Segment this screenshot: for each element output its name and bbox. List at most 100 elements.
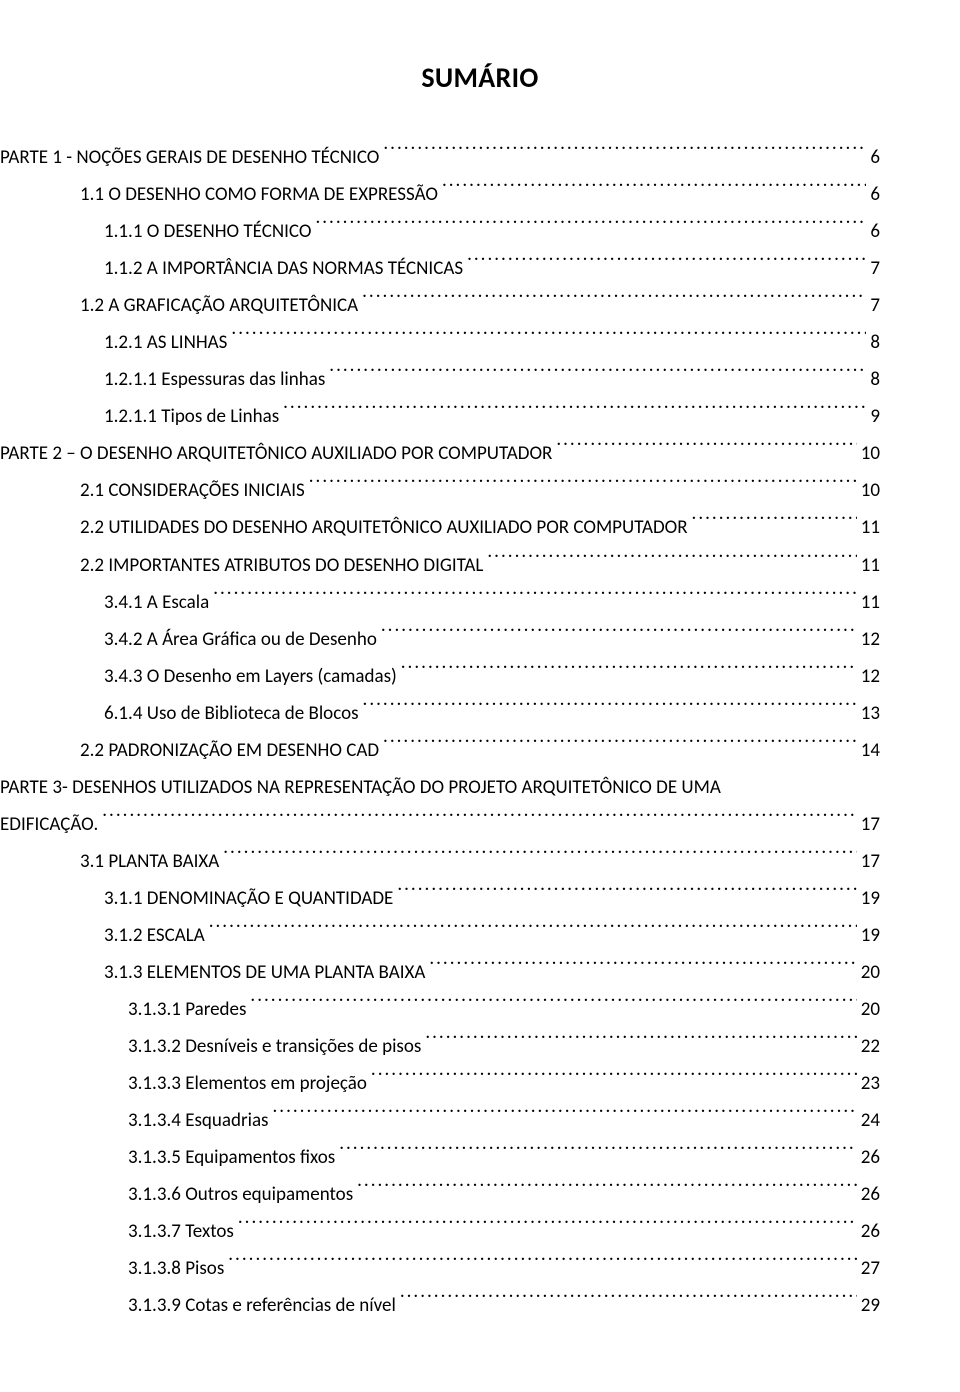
toc-entry-page: 12	[861, 621, 880, 658]
toc-leader-dots	[397, 881, 856, 904]
toc-entry-page: 17	[861, 843, 880, 880]
toc-entry: 3.1.3.9 Cotas e referências de nível 29	[128, 1287, 880, 1324]
toc-entry-page: 10	[861, 472, 880, 509]
toc-entry-page: 29	[861, 1287, 880, 1324]
toc-leader-dots	[315, 214, 866, 237]
toc-entry-label: 3.1.3.9 Cotas e referências de nível	[128, 1287, 396, 1324]
toc-entry-page: 9	[870, 398, 880, 435]
toc-entry-page: 6	[870, 213, 880, 250]
toc-entry-label: 3.1.3.7 Textos	[128, 1213, 234, 1250]
toc-entry-page: 20	[861, 991, 880, 1028]
toc-entry: 3.4.2 A Área Gráfica ou de Desenho 12	[104, 621, 880, 658]
toc-entry: 1.1.2 A IMPORTÂNCIA DAS NORMAS TÉCNICAS 7	[104, 250, 880, 287]
toc-entry-page: 13	[861, 695, 880, 732]
toc-entry-page: 6	[870, 176, 880, 213]
toc-entry: PARTE 1 - NOÇÕES GERAIS DE DESENHO TÉCNI…	[0, 139, 880, 176]
toc-entry: 2.2 IMPORTANTES ATRIBUTOS DO DESENHO DIG…	[80, 547, 880, 584]
toc-leader-dots	[213, 585, 857, 608]
toc-leader-dots	[442, 177, 866, 200]
toc-entry-page: 19	[861, 880, 880, 917]
toc-entry-label: 1.2.1 AS LINHAS	[104, 324, 227, 361]
toc-entry: PARTE 2 – O DESENHO ARQUITETÔNICO AUXILI…	[0, 435, 880, 472]
toc-entry: 2.2 PADRONIZAÇÃO EM DESENHO CAD14	[80, 732, 880, 769]
table-of-contents: PARTE 1 - NOÇÕES GERAIS DE DESENHO TÉCNI…	[80, 139, 880, 1325]
toc-leader-dots	[371, 1066, 857, 1089]
toc-entry: 3.1.3.1 Paredes 20	[128, 991, 880, 1028]
toc-entry-label: 3.4.1 A Escala	[104, 584, 209, 621]
toc-entry-label: 3.4.2 A Área Gráfica ou de Desenho	[104, 621, 377, 658]
document-page: SUMÁRIO PARTE 1 - NOÇÕES GERAIS DE DESEN…	[0, 0, 960, 1392]
toc-leader-dots	[400, 1289, 857, 1312]
toc-leader-dots	[401, 659, 857, 682]
toc-leader-dots	[429, 955, 856, 978]
toc-entry: 3.1.3.5 Equipamentos fixos26	[128, 1139, 880, 1176]
toc-entry-page: 7	[870, 287, 880, 324]
toc-leader-dots	[362, 288, 866, 311]
toc-entry-label: PARTE 3- DESENHOS UTILIZADOS NA REPRESEN…	[0, 769, 721, 806]
toc-entry-page: 11	[861, 509, 880, 546]
toc-entry-page: 12	[861, 658, 880, 695]
toc-entry-label: 3.1.3 ELEMENTOS DE UMA PLANTA BAIXA	[104, 954, 425, 991]
toc-entry: PARTE 3- DESENHOS UTILIZADOS NA REPRESEN…	[0, 769, 880, 806]
toc-entry-label: 3.1.3.3 Elementos em projeção	[128, 1065, 367, 1102]
toc-entry-label: 2.2 UTILIDADES DO DESENHO ARQUITETÔNICO …	[80, 509, 688, 546]
toc-entry-page: 17	[861, 806, 880, 843]
toc-entry-page: 6	[870, 139, 880, 176]
toc-entry: 3.1 PLANTA BAIXA 17	[80, 843, 880, 880]
toc-leader-dots	[209, 918, 857, 941]
toc-entry: 3.1.3.3 Elementos em projeção 23	[128, 1065, 880, 1102]
toc-entry-label: 1.2 A GRAFICAÇÃO ARQUITETÔNICA	[80, 287, 358, 324]
toc-entry-page: 20	[861, 954, 880, 991]
toc-leader-dots	[272, 1103, 856, 1126]
toc-entry: 3.1.3.4 Esquadrias24	[128, 1102, 880, 1139]
toc-entry-label: 3.1.3.2 Desníveis e transições de pisos	[128, 1028, 421, 1065]
toc-leader-dots	[238, 1215, 857, 1238]
toc-leader-dots	[467, 251, 866, 274]
toc-entry-label: 6.1.4 Uso de Biblioteca de Blocos	[104, 695, 359, 732]
toc-leader-dots	[102, 807, 856, 830]
toc-leader-dots	[283, 400, 866, 423]
toc-entry: 6.1.4 Uso de Biblioteca de Blocos 13	[104, 695, 880, 732]
toc-leader-dots	[692, 511, 857, 534]
toc-leader-dots	[383, 140, 866, 163]
toc-entry-label: PARTE 2 – O DESENHO ARQUITETÔNICO AUXILI…	[0, 435, 552, 472]
toc-entry: 3.1.2 ESCALA19	[104, 917, 880, 954]
toc-entry-label: 3.1.3.6 Outros equipamentos	[128, 1176, 353, 1213]
toc-entry-label: 3.1.1 DENOMINAÇÃO E QUANTIDADE	[104, 880, 393, 917]
toc-entry: 1.1 O DESENHO COMO FORMA DE EXPRESSÃO 6	[80, 176, 880, 213]
toc-leader-dots	[329, 362, 866, 385]
toc-leader-dots	[487, 548, 856, 571]
toc-entry-label: 2.1 CONSIDERAÇÕES INICIAIS	[80, 472, 305, 509]
toc-entry: 3.1.3 ELEMENTOS DE UMA PLANTA BAIXA 20	[104, 954, 880, 991]
toc-entry-label: 1.1.1 O DESENHO TÉCNICO	[104, 213, 311, 250]
toc-entry-page: 26	[861, 1213, 880, 1250]
toc-entry-label: 2.2 IMPORTANTES ATRIBUTOS DO DESENHO DIG…	[80, 547, 483, 584]
toc-entry: 1.2.1 AS LINHAS8	[104, 324, 880, 361]
toc-leader-dots	[228, 1252, 856, 1275]
toc-entry-label: 3.1.2 ESCALA	[104, 917, 205, 954]
toc-entry-label: 3.1.3.1 Paredes	[128, 991, 246, 1028]
toc-entry: EDIFICAÇÃO.17	[0, 806, 880, 843]
toc-leader-dots	[223, 844, 856, 867]
toc-entry: 3.4.1 A Escala 11	[104, 584, 880, 621]
toc-entry-page: 26	[861, 1176, 880, 1213]
toc-entry-page: 14	[861, 732, 880, 769]
toc-entry-label: 3.1 PLANTA BAIXA	[80, 843, 219, 880]
toc-entry-page: 7	[870, 250, 880, 287]
toc-entry-label: 1.1.2 A IMPORTÂNCIA DAS NORMAS TÉCNICAS	[104, 250, 463, 287]
toc-leader-dots	[383, 733, 857, 756]
toc-entry-page: 11	[861, 584, 880, 621]
toc-entry-page: 11	[861, 547, 880, 584]
toc-entry-label: 1.1 O DESENHO COMO FORMA DE EXPRESSÃO	[80, 176, 438, 213]
toc-entry: 1.2.1.1 Tipos de Linhas9	[104, 398, 880, 435]
toc-leader-dots	[381, 622, 857, 645]
toc-entry: 2.1 CONSIDERAÇÕES INICIAIS 10	[80, 472, 880, 509]
toc-leader-dots	[250, 992, 856, 1015]
toc-leader-dots	[425, 1029, 856, 1052]
toc-entry: 1.1.1 O DESENHO TÉCNICO 6	[104, 213, 880, 250]
toc-entry: 2.2 UTILIDADES DO DESENHO ARQUITETÔNICO …	[80, 509, 880, 546]
toc-leader-dots	[231, 325, 866, 348]
toc-entry-page: 23	[861, 1065, 880, 1102]
toc-leader-dots	[363, 696, 857, 719]
toc-entry: 3.1.3.6 Outros equipamentos 26	[128, 1176, 880, 1213]
